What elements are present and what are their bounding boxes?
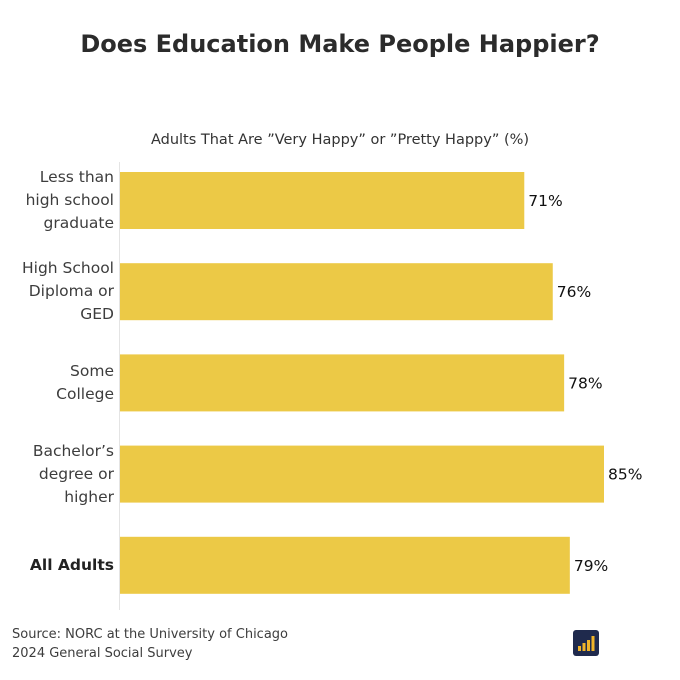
category-label-line: high school — [25, 191, 114, 209]
bar-2 — [120, 354, 565, 412]
category-label-line: College — [56, 384, 114, 403]
category-label-2: Some College — [2, 354, 114, 411]
bar-3 — [120, 445, 604, 503]
source-line-1: Source: NORC at the University of Chicag… — [12, 627, 288, 642]
category-label-line: Bachelor’s — [32, 441, 114, 460]
category-label-line: higher — [64, 487, 114, 506]
bar-chart-logo-icon — [573, 630, 599, 656]
category-label-line: GED — [80, 305, 114, 324]
chart-subtitle: Adults That Are ”Very Happy” or ”Pretty … — [151, 132, 529, 148]
bar-0 — [120, 172, 525, 229]
category-label-line: degree or — [38, 464, 114, 483]
category-label-line: High School — [21, 259, 114, 278]
category-label-1: High School Diploma or GED — [2, 259, 114, 323]
category-label-line: Some — [70, 361, 114, 380]
category-label-3: Bachelor’s degree or higher — [2, 442, 114, 506]
source-note: Source: NORC at the University of Chicag… — [12, 625, 288, 663]
category-label-line: Less than — [39, 168, 114, 186]
source-line-2: 2024 General Social Survey — [12, 646, 193, 661]
value-label-1: 76% — [557, 283, 591, 301]
category-label-lines: High School Diploma or GED — [22, 257, 114, 326]
category-label-lines: Less than high school graduate — [26, 166, 114, 235]
value-label-0: 71% — [528, 192, 562, 210]
bar-4 — [120, 536, 570, 594]
category-label-lines: Bachelor’s degree or higher — [33, 440, 114, 509]
category-label-line: All Adults — [29, 555, 114, 574]
category-label-line: graduate — [43, 214, 114, 232]
category-label-0: Less than high school graduate — [2, 168, 114, 232]
value-label-4: 79% — [574, 557, 608, 575]
category-label-lines: All Adults — [30, 554, 114, 577]
category-label-lines: Some College — [56, 360, 114, 406]
category-label-4: All Adults — [2, 537, 114, 594]
chart-title: Does Education Make People Happier? — [80, 30, 600, 58]
value-label-2: 78% — [568, 374, 602, 392]
bar-1 — [120, 263, 553, 321]
category-label-line: Diploma or — [28, 282, 114, 301]
value-label-3: 85% — [608, 466, 642, 484]
